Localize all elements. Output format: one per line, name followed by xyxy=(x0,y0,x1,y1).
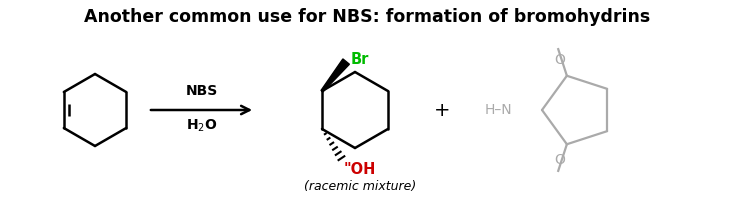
Text: Another common use for NBS: formation of bromohydrins: Another common use for NBS: formation of… xyxy=(84,8,650,26)
Text: "OH: "OH xyxy=(344,162,376,177)
Text: O: O xyxy=(553,53,564,67)
Text: (racemic mixture): (racemic mixture) xyxy=(304,180,416,193)
Text: H$_2$O: H$_2$O xyxy=(186,118,217,135)
Polygon shape xyxy=(321,59,349,92)
Text: H–N: H–N xyxy=(485,103,512,117)
Text: Br: Br xyxy=(350,52,368,67)
Text: O: O xyxy=(553,153,564,167)
Text: +: + xyxy=(434,100,450,119)
Text: NBS: NBS xyxy=(186,84,217,98)
